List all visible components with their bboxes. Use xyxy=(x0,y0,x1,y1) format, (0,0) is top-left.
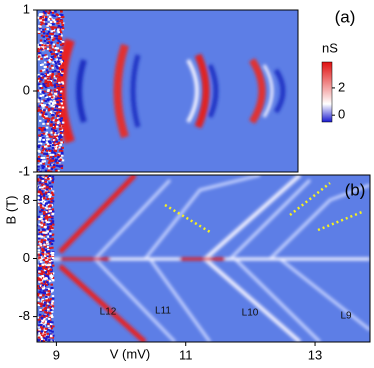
x-tick-label: 9 xyxy=(53,347,60,362)
panel-label: (b) xyxy=(345,180,366,199)
colorbar-tick-label: 2 xyxy=(338,79,345,94)
x-tick-label: 11 xyxy=(179,347,193,362)
panel-label: (a) xyxy=(335,7,356,26)
y-tick-label: -8 xyxy=(18,308,30,323)
y-tick-label: 1 xyxy=(23,1,30,16)
y-tick-label: 0 xyxy=(23,250,30,265)
map-a xyxy=(37,10,298,172)
colorbar-tick-label: 0 xyxy=(338,107,345,122)
line-label: L11 xyxy=(155,306,171,317)
colorbar-label: nS xyxy=(322,40,338,55)
x-axis-label: V (mV) xyxy=(110,346,150,361)
x-tick-label: 13 xyxy=(308,347,322,362)
colorbar xyxy=(321,61,333,123)
y-axis-label: B (T) xyxy=(3,196,18,225)
line-label: L10 xyxy=(242,308,259,319)
line-label: L9 xyxy=(340,311,352,322)
y-tick-label: -1 xyxy=(18,163,30,178)
y-tick-label: 8 xyxy=(23,192,30,207)
map-b xyxy=(37,175,370,342)
y-tick-label: 0 xyxy=(23,82,30,97)
line-label: L12 xyxy=(100,307,117,318)
